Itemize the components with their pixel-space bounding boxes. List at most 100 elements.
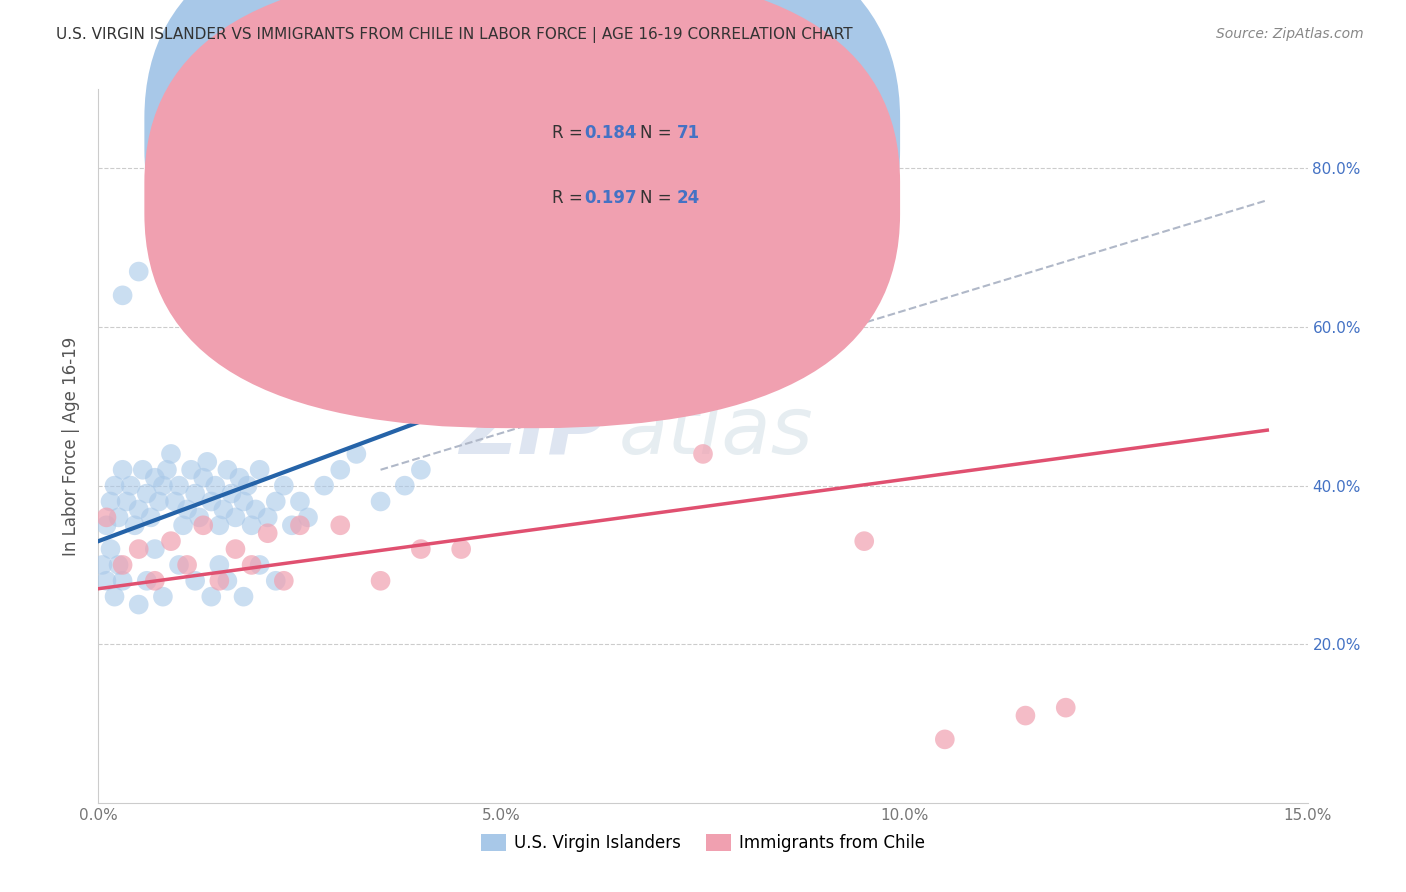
Point [148, 494, 170, 508]
Point [200, 494, 222, 508]
Point [273, 574, 295, 588]
Point [160, 447, 183, 461]
Point [224, 542, 246, 557]
Point [217, 463, 239, 477]
Point [96, 574, 118, 588]
Point [256, 510, 278, 524]
Point [344, 447, 367, 461]
Point [128, 502, 150, 516]
Point [1014, 708, 1036, 723]
Point [120, 478, 142, 492]
Point [180, 463, 202, 477]
Point [297, 510, 319, 524]
Point [176, 558, 198, 572]
Point [160, 534, 183, 549]
Point [188, 510, 211, 524]
Point [128, 542, 150, 557]
Point [232, 494, 254, 508]
Point [491, 280, 513, 294]
Point [184, 486, 207, 500]
Text: R =: R = [551, 189, 588, 207]
Point [167, 478, 190, 492]
Point [232, 590, 254, 604]
Text: 71: 71 [676, 125, 700, 143]
Point [132, 463, 155, 477]
Point [115, 494, 138, 508]
Point [176, 502, 198, 516]
Point [124, 518, 146, 533]
Point [240, 558, 263, 572]
Point [264, 574, 287, 588]
Point [135, 486, 157, 500]
Point [100, 494, 122, 508]
Point [156, 463, 179, 477]
Point [96, 510, 118, 524]
Text: atlas: atlas [619, 392, 813, 471]
Point [221, 486, 243, 500]
Point [249, 558, 271, 572]
Point [143, 574, 166, 588]
Point [96, 518, 118, 533]
Point [184, 574, 207, 588]
Point [934, 732, 956, 747]
Point [167, 558, 190, 572]
FancyBboxPatch shape [145, 0, 900, 364]
Point [195, 455, 218, 469]
Point [193, 471, 215, 485]
Text: N =: N = [640, 189, 678, 207]
Point [152, 478, 174, 492]
Y-axis label: In Labor Force | Age 16-19: In Labor Force | Age 16-19 [62, 336, 80, 556]
Point [314, 478, 336, 492]
Point [281, 518, 304, 533]
Point [450, 542, 472, 557]
Point [111, 288, 134, 302]
Point [128, 264, 150, 278]
Point [409, 463, 432, 477]
Point [143, 471, 166, 485]
Point [288, 494, 311, 508]
Point [692, 447, 714, 461]
Point [273, 478, 295, 492]
Point [200, 590, 222, 604]
Point [264, 494, 287, 508]
Point [204, 478, 226, 492]
Point [249, 463, 271, 477]
Point [217, 574, 239, 588]
Text: Source: ZipAtlas.com: Source: ZipAtlas.com [1216, 27, 1364, 41]
Point [409, 542, 432, 557]
FancyBboxPatch shape [485, 96, 776, 235]
Point [370, 494, 392, 508]
Point [111, 463, 134, 477]
Point [152, 590, 174, 604]
Point [370, 574, 392, 588]
Point [329, 518, 352, 533]
Point [228, 471, 250, 485]
FancyBboxPatch shape [145, 0, 900, 428]
Point [329, 463, 352, 477]
Point [107, 558, 129, 572]
Point [256, 526, 278, 541]
Text: 0.184: 0.184 [585, 125, 637, 143]
Point [135, 574, 157, 588]
Point [212, 502, 235, 516]
Legend: U.S. Virgin Islanders, Immigrants from Chile: U.S. Virgin Islanders, Immigrants from C… [474, 827, 932, 859]
Point [245, 502, 267, 516]
Point [288, 518, 311, 533]
Point [128, 598, 150, 612]
Text: R =: R = [551, 125, 588, 143]
Point [111, 574, 134, 588]
Point [163, 494, 186, 508]
Point [100, 542, 122, 557]
Point [107, 510, 129, 524]
Point [103, 478, 125, 492]
Text: N =: N = [640, 125, 678, 143]
Text: ZIP: ZIP [458, 392, 606, 471]
Text: 0.197: 0.197 [585, 189, 637, 207]
Point [193, 518, 215, 533]
Point [224, 510, 246, 524]
Point [612, 351, 634, 366]
Point [91, 558, 114, 572]
Point [394, 478, 416, 492]
Point [103, 590, 125, 604]
Point [172, 518, 194, 533]
